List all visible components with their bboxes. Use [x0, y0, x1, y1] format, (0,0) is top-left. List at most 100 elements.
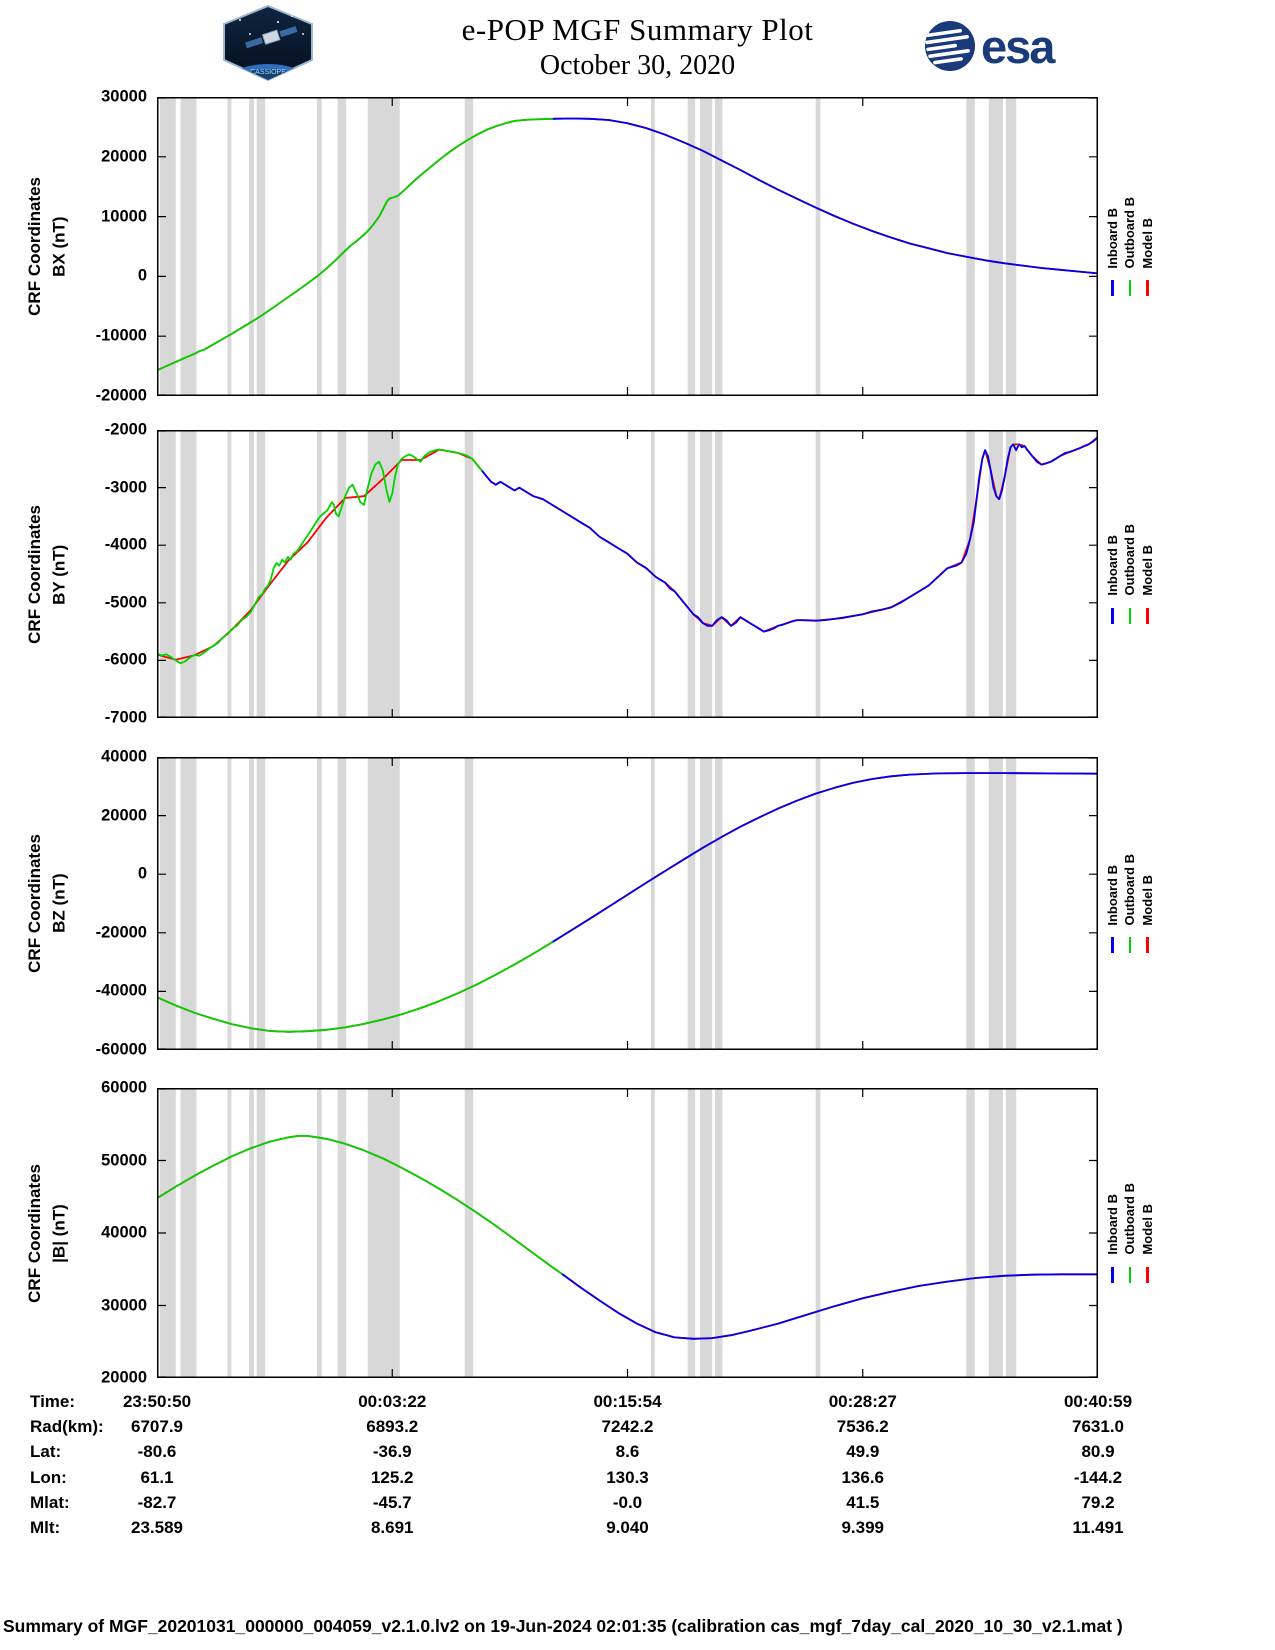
title-block: e-POP MGF Summary Plot October 30, 2020	[0, 12, 1275, 82]
y-tick-label: 10000	[101, 207, 147, 226]
y-tick-label: -7000	[104, 708, 147, 727]
gap-band	[700, 431, 713, 717]
gap-band	[337, 1089, 347, 1377]
legend-label-inboard-b: Inboard B	[1104, 1194, 1120, 1255]
legend-label-outboard-b: Outboard B	[1122, 524, 1138, 596]
y-tick-label: 20000	[101, 806, 147, 825]
table-value: 8.691	[370, 1518, 414, 1537]
legend-line-model-b	[1146, 1266, 1149, 1283]
data-gap-bands	[159, 1089, 1017, 1377]
gap-band	[687, 758, 696, 1049]
gap-band	[815, 758, 821, 1049]
y-tick-label: 40000	[101, 747, 147, 766]
gap-band	[249, 431, 254, 717]
gap-band	[687, 1089, 696, 1377]
table-value: 7242.2	[601, 1417, 654, 1437]
table-value: 41.5	[846, 1492, 880, 1512]
gap-band	[464, 758, 474, 1049]
gap-band	[651, 98, 655, 395]
series-outboard-b	[157, 448, 483, 665]
legend-label-outboard-b: Outboard B	[1122, 1183, 1138, 1255]
series-model-b	[157, 1135, 1098, 1340]
legend-line-model-b	[1146, 607, 1149, 624]
gap-band	[180, 758, 197, 1049]
gap-band	[651, 758, 655, 1049]
y-tick-label: -4000	[104, 535, 147, 554]
series-inboard-b	[480, 436, 1098, 633]
gap-band	[256, 758, 266, 1049]
table-value: 49.9	[846, 1442, 880, 1462]
gap-band	[966, 431, 975, 717]
legend-line-model-b	[1146, 937, 1149, 954]
gap-band	[687, 431, 696, 717]
table-value: 6707.9	[131, 1417, 183, 1437]
gap-band	[317, 1089, 322, 1377]
data-gap-bands	[159, 758, 1017, 1049]
gap-band	[249, 1089, 254, 1377]
axis-ticks	[157, 430, 1098, 718]
plot-frame	[157, 97, 1098, 396]
table-value: -0.0	[612, 1492, 643, 1512]
table-row-label: Mlat:	[30, 1492, 70, 1512]
data-gap-bands	[159, 98, 1017, 395]
legend-line-outboard-b	[1128, 1266, 1132, 1283]
gap-band	[1005, 758, 1017, 1049]
legend-label-inboard-b: Inboard B	[1104, 535, 1120, 596]
table-value: -45.7	[372, 1492, 412, 1512]
gap-band	[464, 431, 474, 717]
gap-band	[815, 431, 821, 717]
gap-band	[180, 98, 197, 395]
series-inboard-b	[560, 1272, 1098, 1340]
gap-band	[700, 98, 713, 395]
table-value: 125.2	[370, 1467, 414, 1487]
table-value: 9.040	[606, 1518, 649, 1537]
gap-band	[227, 1089, 232, 1377]
gap-band	[966, 758, 975, 1049]
legend-labels: Inboard B Outboard B Model B	[1105, 1183, 1156, 1255]
y-tick-label: 30000	[101, 87, 147, 106]
y-tick-label: 0	[137, 864, 147, 883]
gap-band	[1005, 98, 1017, 395]
legend-bx: Inboard B Outboard B Model B	[1101, 97, 1159, 396]
gap-band	[180, 431, 197, 717]
cassiope-mission-patch-icon: CASSIOPE	[223, 4, 313, 82]
gap-band	[966, 1089, 975, 1377]
table-row-label: Mlt:	[30, 1518, 61, 1537]
y-tick-label: -20000	[95, 386, 147, 405]
y-axis-label-text: CRF Coordinates |B| (nT)	[25, 1163, 69, 1303]
series-outboard-b	[157, 941, 554, 1033]
legend-label-inboard-b: Inboard B	[1104, 864, 1120, 926]
y-tick-label: -6000	[104, 650, 147, 669]
y-tick-label: -5000	[104, 593, 147, 612]
plot-frame	[157, 430, 1098, 718]
series-inboard-b	[551, 772, 1098, 944]
gap-band	[988, 1089, 1003, 1377]
gap-band	[256, 1089, 266, 1377]
esa-wordmark: esa	[981, 19, 1055, 73]
series-model-b	[157, 117, 1098, 372]
gap-band	[715, 1089, 723, 1377]
legend-line-outboard-b	[1128, 607, 1132, 624]
series-outboard-b	[157, 117, 554, 372]
legend-labels: Inboard B Outboard B Model B	[1105, 197, 1156, 269]
gap-band	[464, 1089, 474, 1377]
table-value: 00:03:22	[358, 1392, 427, 1411]
gap-band	[715, 431, 723, 717]
table-value: 00:40:59	[1063, 1392, 1133, 1411]
gap-band	[1005, 431, 1017, 717]
axis-ticks	[157, 97, 1098, 396]
gap-band	[249, 758, 254, 1049]
table-value: 11.491	[1072, 1518, 1124, 1537]
legend-label-inboard-b: Inboard B	[1104, 207, 1120, 269]
gap-band	[180, 1089, 197, 1377]
y-axis-label-text: CRF Coordinates BY (nT)	[25, 504, 69, 644]
gap-band	[464, 98, 474, 395]
legend-label-model-b: Model B	[1139, 217, 1155, 269]
gap-band	[227, 758, 232, 1049]
table-value: 136.6	[841, 1467, 885, 1487]
gap-band	[367, 758, 400, 1049]
table-value: 80.9	[1081, 1442, 1115, 1462]
y-tick-label: -40000	[95, 981, 147, 1000]
gap-band	[651, 1089, 655, 1377]
